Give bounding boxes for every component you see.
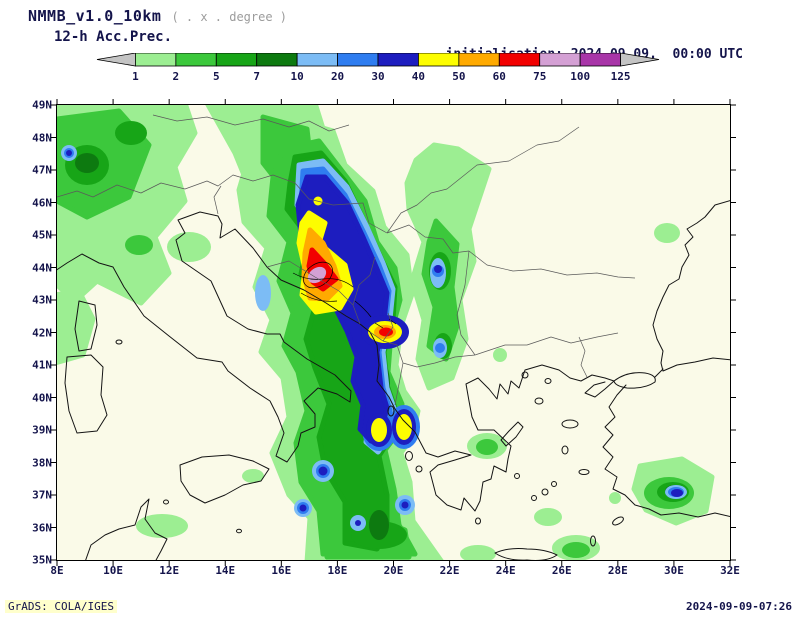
lat-tick-label: 42N [32,326,52,339]
colorbar-level-label: 60 [493,70,506,83]
header-left: NMMB_v1.0_10km ( . x . degree ) 12-h Acc.… [28,6,287,45]
lon-tick-label: 26E [551,564,572,577]
lat-tick-label: 41N [32,358,52,372]
colorbar-svg: 1 2 5 7 10 20 30 40 50 60 75 100 125 [96,52,660,83]
product-title: 12-h Acc.Prec. [54,29,173,45]
lon-axis-labels: 8E 10E 12E 14E 16E 18E 20E 22E 24E 26E 28E 30E 32E [50,564,740,580]
map-canvas [51,99,736,566]
lat-tick-label: 35N [32,553,52,567]
colorbar-level-label: 20 [331,70,344,83]
colorbar-segment [458,52,500,67]
map-plot-area [51,99,736,566]
colorbar-level-label: 75 [533,70,546,83]
lon-tick-label: 22E [439,564,460,577]
colorbar-low-arrow [96,52,136,67]
colorbar-level-label: 2 [173,70,180,83]
lat-tick-label: 46N [32,196,52,209]
colorbar-level-label: 1 [132,70,139,83]
lat-tick-label: 48N [32,131,52,144]
colorbar-segment [296,52,338,67]
contour-lines [292,261,397,329]
colorbar-level-label: 30 [371,70,384,83]
lat-tick-label: 47N [32,163,52,177]
axis-ticks [51,99,736,566]
colorbar-level-label: 100 [570,70,590,83]
lat-tick-label: 43N [32,293,52,307]
lon-tick-label: 24E [495,564,516,577]
colorbar-segment [418,52,460,67]
colorbar-legend: 1 2 5 7 10 20 30 40 50 60 75 100 125 [95,52,661,85]
lon-tick-label: 16E [271,564,292,577]
lat-tick-label: 44N [32,261,52,274]
lon-tick-label: 8E [50,564,64,577]
lat-tick-label: 39N [32,423,52,437]
lon-tick-label: 28E [607,564,628,577]
colorbar-segment [175,52,217,67]
colorbar-segment [498,52,541,67]
colorbar-segment [215,52,258,67]
creation-timestamp: 2024-09-09-07:26 [686,600,792,613]
colorbar-segment [539,52,581,67]
lat-tick-label: 36N [32,521,52,534]
colorbar-segment [135,52,177,67]
lon-tick-label: 20E [383,564,404,577]
lon-tick-label: 30E [663,564,684,577]
lon-tick-label: 12E [159,564,180,577]
country-borders [57,114,636,406]
lat-tick-label: 49N [32,98,52,112]
colorbar-segment [337,52,379,67]
island-outlines [115,339,624,547]
lon-tick-label: 32E [720,564,740,577]
colorbar-segment [579,52,621,67]
lat-tick-label: 38N [32,456,52,469]
colorbar-level-label: 5 [213,70,220,83]
model-title: NMMB_v1.0_10km [28,7,162,25]
lat-tick-label: 37N [32,488,52,502]
grid-resolution-note: ( . x . degree ) [171,10,288,24]
colorbar-level-label: 40 [412,70,425,83]
lat-axis-labels: 49N 48N 47N 46N 45N 44N 43N 42N 41N 40N 39N 38N 37N 3… [12,99,52,567]
colorbar-level-label: 7 [253,70,260,83]
lon-tick-label: 10E [103,564,124,577]
colorbar-segment [256,52,298,67]
lat-tick-label: 40N [32,391,52,404]
lat-tick-label: 45N [32,228,52,242]
colorbar-level-label: 50 [452,70,465,83]
lon-tick-label: 14E [215,564,236,577]
colorbar-segment [377,52,419,67]
colorbar-high-arrow [620,52,660,67]
colorbar-level-label: 125 [611,70,631,83]
coastlines [57,200,730,560]
colorbar-level-label: 10 [291,70,304,83]
grads-credit: GrADS: COLA/IGES [5,600,117,613]
lon-tick-label: 18E [327,564,348,577]
precip-field [57,105,715,560]
